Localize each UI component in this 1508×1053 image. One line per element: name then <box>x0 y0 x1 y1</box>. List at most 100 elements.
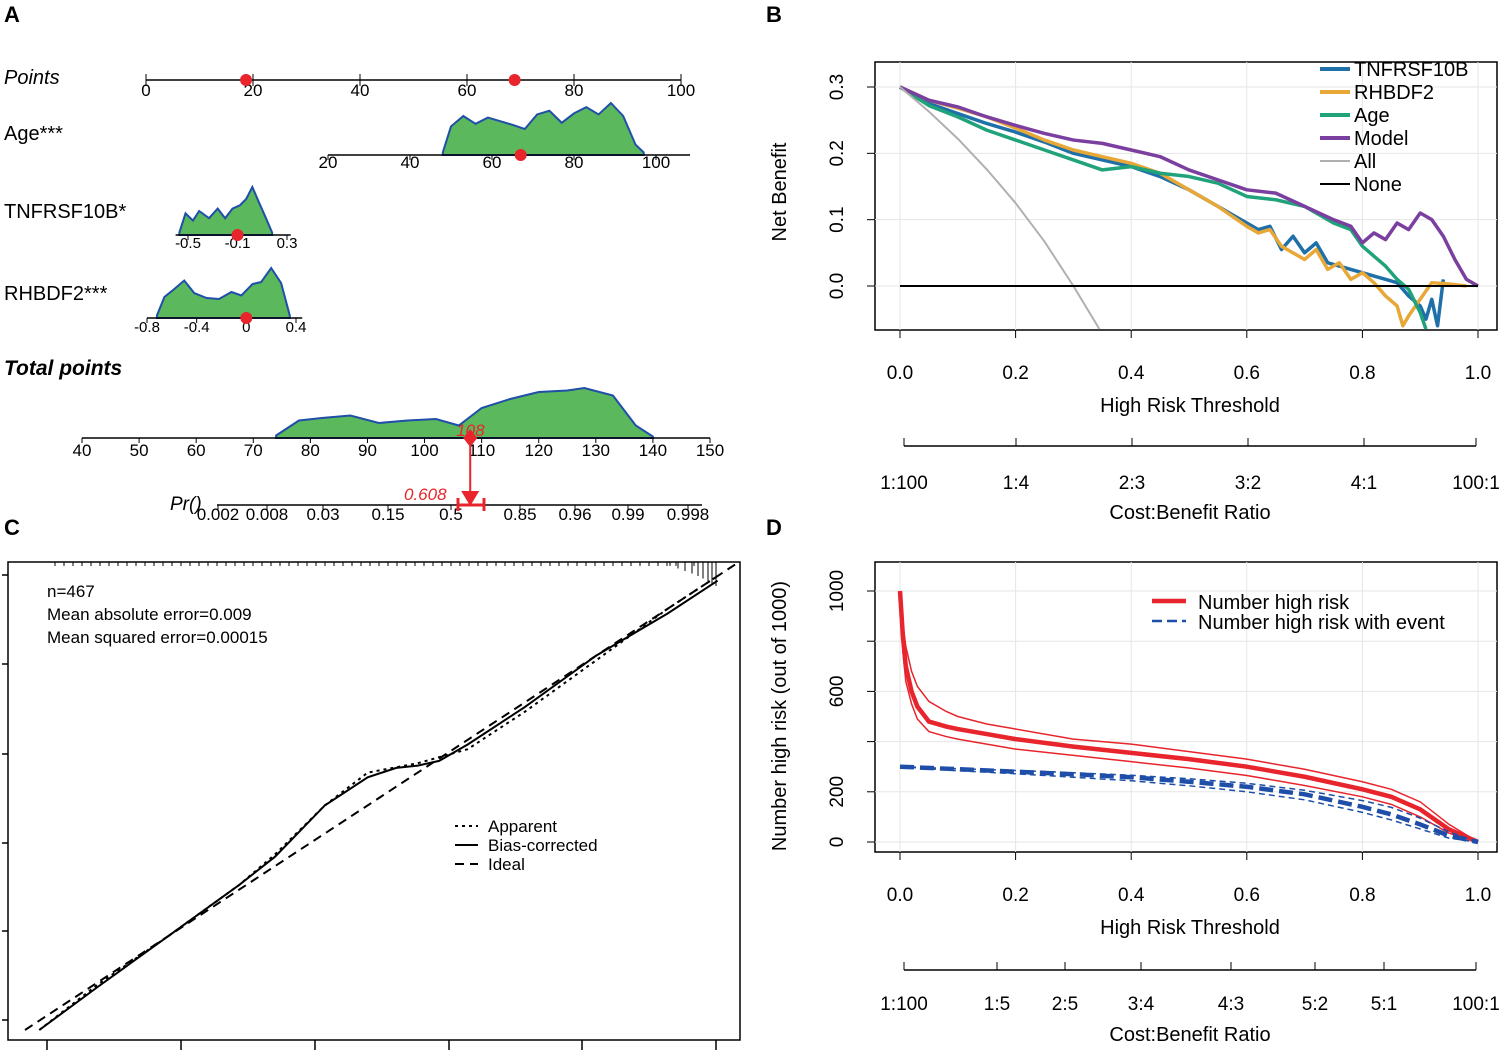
panel-a-nomogram: Points 0 20 40 60 80 100 Age*** 20 40 60 80 100 TNFRS… <box>4 67 724 524</box>
variable-marker-2 <box>240 312 253 324</box>
points-marker <box>508 74 521 86</box>
y-axis-title: Net Benefit <box>769 142 791 241</box>
x-axis-title: High Risk Threshold <box>1100 917 1280 939</box>
total-value-label: 108 <box>456 421 485 440</box>
probability-value-label: 0.608 <box>404 485 447 504</box>
legend-label: Bias-corrected <box>488 836 598 855</box>
ratio-tick-label: 100:1 <box>1452 994 1500 1015</box>
variable-tick-label: -0.8 <box>134 319 160 336</box>
probability-tick-label: 0.002 <box>197 505 240 524</box>
series-lower-0 <box>899 590 1479 843</box>
total-tick-label: 120 <box>525 441 553 460</box>
total-tick-label: 80 <box>301 441 320 460</box>
x-tick-label: 0.8 <box>1349 363 1375 384</box>
total-tick-label: 60 <box>187 441 206 460</box>
ratio-tick-label: 4:3 <box>1218 994 1244 1015</box>
series-line-age <box>899 85 1428 330</box>
legend-label: TNFRSF10B <box>1354 59 1468 81</box>
legend-label: Model <box>1354 128 1408 150</box>
probability-tick-label: 0.85 <box>503 505 536 524</box>
x-tick-label: 0.2 <box>1002 363 1028 384</box>
total-tick-label: 50 <box>130 441 149 460</box>
total-tick-label: 90 <box>358 441 377 460</box>
ratio-tick-label: 1:4 <box>1003 473 1030 494</box>
annotation-text: Mean squared error=0.00015 <box>47 628 268 647</box>
annotation-text: n=467 <box>47 582 95 601</box>
annotation-text: Mean absolute error=0.009 <box>47 605 252 624</box>
plot-frame <box>874 561 1498 853</box>
total-tick-label: 110 <box>468 441 495 460</box>
x-tick-label: 0.0 <box>887 363 913 384</box>
series-line-model <box>899 85 1479 288</box>
y-tick-label: 0.2 <box>827 140 848 166</box>
calibration-line-bias-corrected <box>38 579 719 1031</box>
variable-tick-label: -0.5 <box>175 235 201 252</box>
series-line-all <box>899 86 1101 330</box>
x-tick-label: 0.0 <box>887 885 913 906</box>
series-line-rhbdf2 <box>899 85 1467 328</box>
total-tick-label: 100 <box>410 441 438 460</box>
variable-tick-label: -0.1 <box>225 235 251 252</box>
total-tick-label: 70 <box>244 441 263 460</box>
panel-d-clinical-impact: 0.0 0.2 0.4 0.6 0.8 1.0 0 200 600 1000 High Risk T… <box>769 561 1500 1046</box>
variable-marker-1 <box>231 229 244 241</box>
projection-arrow <box>461 491 480 506</box>
variable-tick-label: -0.4 <box>184 319 210 336</box>
series-line-0 <box>897 590 1479 845</box>
y-tick-label: 1000 <box>827 570 848 612</box>
probability-label: Pr() <box>170 494 202 515</box>
x-tick-label: 0.4 <box>1118 363 1145 384</box>
x-tick-label: 0.2 <box>1002 885 1028 906</box>
ratio-tick-label: 1:100 <box>880 473 928 494</box>
variable-tick-label: 0.3 <box>277 235 298 252</box>
density-area-2 <box>155 266 291 319</box>
legend-label: Number high risk <box>1198 592 1350 614</box>
x-tick-label: 1.0 <box>1465 885 1491 906</box>
series-line-tnfrsf10b <box>899 85 1446 328</box>
x-tick-label: 0.4 <box>1118 885 1145 906</box>
total-tick-label: 40 <box>73 441 92 460</box>
y-tick-label: 0.3 <box>827 74 848 100</box>
points-tick-label: 100 <box>667 81 695 100</box>
density-area-0 <box>441 101 645 156</box>
legend-label: Ideal <box>488 855 525 874</box>
points-marker <box>240 74 253 86</box>
points-tick-label: 80 <box>565 81 584 100</box>
legend-label: Apparent <box>488 817 557 836</box>
points-label: Points <box>4 67 60 89</box>
ratio-axis-title: Cost:Benefit Ratio <box>1109 502 1270 524</box>
density-area-1 <box>178 184 274 236</box>
panel-letter-b: B <box>766 2 782 27</box>
variable-marker-0 <box>514 149 527 161</box>
variable-tick-label: 100 <box>642 153 670 172</box>
y-tick-label: 600 <box>827 676 848 708</box>
ratio-tick-label: 2:3 <box>1119 473 1145 494</box>
ratio-tick-label: 1:100 <box>880 994 928 1015</box>
points-tick-label: 20 <box>244 81 263 100</box>
variable-tick-label: 20 <box>319 153 338 172</box>
y-tick-label: 0.0 <box>827 273 848 299</box>
probability-tick-label: 0.03 <box>306 505 339 524</box>
total-tick-label: 150 <box>696 441 724 460</box>
probability-tick-label: 0.008 <box>246 505 289 524</box>
ratio-axis-title: Cost:Benefit Ratio <box>1109 1024 1270 1046</box>
total-density-area <box>275 386 654 439</box>
variable-label-1: TNFRSF10B* <box>4 201 126 223</box>
legend-label: None <box>1354 174 1402 196</box>
y-tick-label: 0.1 <box>827 206 848 232</box>
variable-tick-label: 0 <box>242 319 250 336</box>
panel-letter-a: A <box>4 2 20 27</box>
total-tick-label: 140 <box>639 441 667 460</box>
ratio-tick-label: 5:1 <box>1371 994 1397 1015</box>
variable-tick-label: 0.4 <box>286 319 307 336</box>
ratio-tick-label: 4:1 <box>1351 473 1377 494</box>
variable-tick-label: 60 <box>483 153 502 172</box>
points-tick-label: 0 <box>141 81 150 100</box>
total-points-label: Total points <box>4 357 122 380</box>
points-tick-label: 60 <box>458 81 477 100</box>
probability-tick-label: 0.99 <box>611 505 644 524</box>
variable-tick-label: 80 <box>565 153 584 172</box>
y-tick-label: 0 <box>827 837 848 848</box>
probability-tick-label: 0.96 <box>558 505 591 524</box>
